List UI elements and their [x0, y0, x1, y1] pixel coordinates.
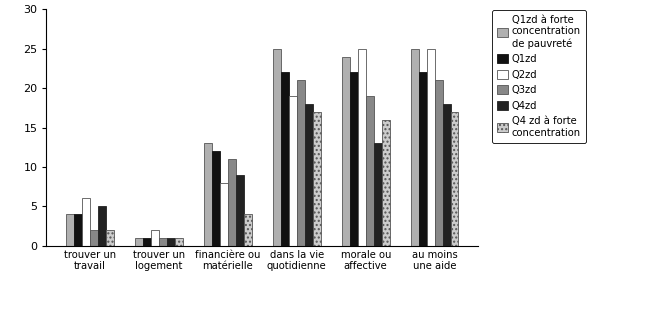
Bar — [228, 159, 236, 246]
Bar — [273, 49, 281, 246]
Bar — [106, 230, 114, 246]
Bar — [151, 230, 159, 246]
Bar — [175, 238, 183, 246]
Bar — [281, 72, 289, 246]
Bar — [244, 214, 252, 246]
Bar — [419, 72, 427, 246]
Bar — [236, 175, 244, 246]
Bar — [74, 214, 82, 246]
Bar — [90, 230, 98, 246]
Legend: Q1zd à forte
concentration
de pauvreté, Q1zd, Q2zd, Q3zd, Q4zd, Q4 zd à forte
co: Q1zd à forte concentration de pauvreté, … — [492, 10, 586, 143]
Bar — [297, 80, 305, 246]
Bar — [451, 112, 458, 246]
Bar — [443, 104, 451, 246]
Bar — [358, 49, 366, 246]
Bar — [374, 143, 382, 246]
Bar — [143, 238, 151, 246]
Bar — [220, 183, 228, 246]
Bar — [289, 96, 297, 246]
Bar — [66, 214, 74, 246]
Bar — [350, 72, 358, 246]
Bar — [427, 49, 435, 246]
Bar — [411, 49, 419, 246]
Bar — [313, 112, 321, 246]
Bar — [212, 151, 220, 246]
Bar — [435, 80, 443, 246]
Bar — [98, 206, 106, 246]
Bar — [82, 198, 90, 246]
Bar — [204, 143, 212, 246]
Bar — [382, 120, 390, 246]
Bar — [159, 238, 167, 246]
Bar — [167, 238, 175, 246]
Bar — [305, 104, 313, 246]
Bar — [366, 96, 374, 246]
Bar — [342, 57, 350, 246]
Bar — [135, 238, 143, 246]
